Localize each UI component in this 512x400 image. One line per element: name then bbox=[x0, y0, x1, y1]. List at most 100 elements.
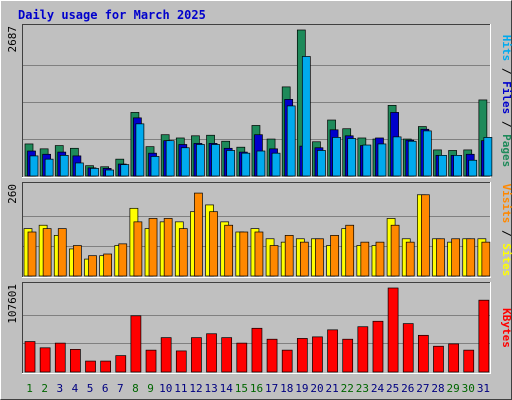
bar-sites-day-21 bbox=[330, 235, 339, 277]
bar-pages-day-4 bbox=[75, 162, 84, 177]
x-label-day-9: 9 bbox=[147, 382, 154, 395]
bar-pages-day-29 bbox=[453, 155, 462, 177]
legend-sites: Sites bbox=[500, 243, 512, 276]
x-label-day-27: 27 bbox=[416, 382, 429, 395]
bar-sites-day-5 bbox=[88, 255, 97, 277]
x-label-day-16: 16 bbox=[250, 382, 263, 395]
panel-visits-sites: 260 Visits / Sites bbox=[6, 182, 512, 278]
right-legend-label: KBytes bbox=[500, 308, 512, 348]
bar-pages-day-12 bbox=[196, 144, 205, 177]
bar-sites-day-27 bbox=[421, 194, 430, 277]
bar-kbytes-day-15 bbox=[236, 342, 248, 373]
series-sites bbox=[27, 192, 491, 277]
panel-border-shadow bbox=[22, 24, 491, 178]
bar-pages-day-30 bbox=[468, 159, 478, 177]
bar-kbytes-day-30 bbox=[463, 349, 475, 373]
x-label-day-13: 13 bbox=[204, 382, 217, 395]
bar-pages-day-18 bbox=[286, 105, 296, 177]
x-label-day-19: 19 bbox=[295, 382, 308, 395]
bar-kbytes-day-6 bbox=[100, 360, 112, 373]
bar-kbytes-day-20 bbox=[312, 336, 323, 373]
legend-separator: / bbox=[500, 114, 512, 134]
bar-kbytes-day-4 bbox=[70, 349, 81, 373]
bar-sites-day-11 bbox=[178, 228, 188, 277]
bar-pages-day-15 bbox=[241, 152, 251, 177]
bar-pages-day-19 bbox=[301, 56, 311, 177]
bar-kbytes-day-7 bbox=[115, 355, 127, 373]
bar-sites-day-6 bbox=[103, 253, 113, 277]
bar-sites-day-1 bbox=[27, 231, 37, 277]
bar-kbytes-day-19 bbox=[296, 338, 308, 373]
x-label-day-14: 14 bbox=[220, 382, 234, 395]
x-label-day-1: 1 bbox=[26, 382, 33, 395]
bar-kbytes-day-28 bbox=[433, 345, 444, 373]
legend-files: Files bbox=[500, 81, 512, 114]
legend-visits: Visits bbox=[500, 184, 512, 224]
series-kbytes bbox=[24, 287, 490, 373]
bar-sites-day-22 bbox=[345, 224, 355, 277]
bar-kbytes-day-18 bbox=[281, 349, 293, 373]
bar-pages-day-5 bbox=[90, 168, 99, 177]
bar-kbytes-day-31 bbox=[478, 299, 490, 373]
x-label-day-22: 22 bbox=[341, 382, 354, 395]
bar-kbytes-day-5 bbox=[85, 360, 96, 373]
bar-kbytes-day-27 bbox=[418, 334, 429, 373]
bar-kbytes-day-26 bbox=[402, 323, 414, 373]
bar-kbytes-day-24 bbox=[372, 320, 384, 373]
bar-kbytes-day-1 bbox=[24, 341, 36, 373]
x-label-day-7: 7 bbox=[117, 382, 124, 395]
bar-sites-day-9 bbox=[148, 218, 158, 277]
bar-pages-day-6 bbox=[105, 169, 115, 177]
bar-pages-day-21 bbox=[332, 137, 341, 177]
bar-sites-day-2 bbox=[42, 228, 52, 277]
x-label-day-23: 23 bbox=[356, 382, 369, 395]
x-label-day-2: 2 bbox=[41, 382, 48, 395]
bar-pages-day-14 bbox=[226, 150, 236, 177]
bar-pages-day-28 bbox=[438, 155, 447, 177]
bar-pages-day-16 bbox=[256, 150, 266, 177]
x-axis-labels: 1 2 3 4 5 6 7 8 9 10 11 12 13 14 15 16 17 18 19 20 21 22 23 24 2… bbox=[26, 382, 490, 395]
x-label-day-29: 29 bbox=[447, 382, 460, 395]
y-max-label: 107601 bbox=[6, 284, 19, 324]
bar-kbytes-day-22 bbox=[342, 338, 354, 373]
x-label-day-11: 11 bbox=[174, 382, 187, 395]
bar-kbytes-day-21 bbox=[327, 329, 338, 373]
legend-kbytes: KBytes bbox=[500, 308, 512, 348]
bar-pages-day-17 bbox=[271, 152, 281, 177]
right-legend-label: Visits / Sites bbox=[500, 184, 512, 277]
bar-pages-day-24 bbox=[377, 143, 387, 177]
bar-pages-day-20 bbox=[317, 150, 326, 177]
bar-pages-day-22 bbox=[347, 138, 357, 177]
x-label-day-12: 12 bbox=[189, 382, 202, 395]
legend-separator: / bbox=[500, 223, 512, 243]
bar-sites-day-8 bbox=[133, 221, 143, 277]
x-label-day-5: 5 bbox=[87, 382, 94, 395]
bar-pages-day-10 bbox=[165, 140, 175, 177]
legend-separator: / bbox=[500, 61, 512, 81]
bar-sites-day-24 bbox=[375, 241, 385, 277]
panel-border-highlight bbox=[22, 182, 491, 278]
bar-kbytes-day-11 bbox=[175, 350, 187, 373]
bar-sites-day-23 bbox=[360, 241, 370, 277]
bar-kbytes-day-13 bbox=[206, 333, 217, 373]
panel-hits-files-pages: 2687 Hits / Files / Pages bbox=[6, 24, 512, 178]
bar-kbytes-day-8 bbox=[130, 315, 142, 373]
bar-kbytes-day-23 bbox=[357, 326, 369, 373]
x-label-day-30: 30 bbox=[462, 382, 475, 395]
bar-kbytes-day-17 bbox=[266, 338, 278, 373]
x-label-day-31: 31 bbox=[477, 382, 490, 395]
bar-kbytes-day-2 bbox=[39, 347, 51, 373]
bar-kbytes-day-12 bbox=[191, 337, 202, 373]
bar-sites-day-30 bbox=[466, 238, 476, 277]
y-max-label: 260 bbox=[6, 184, 19, 204]
panel-border-highlight bbox=[22, 24, 491, 178]
panel-border-shadow bbox=[22, 282, 491, 374]
x-label-day-24: 24 bbox=[371, 382, 385, 395]
chart-panels: 2687 Hits / Files / Pages 260 Visits / Site… bbox=[6, 24, 512, 374]
bar-pages-day-11 bbox=[180, 147, 190, 177]
panel-border-shadow bbox=[22, 182, 491, 278]
bar-kbytes-day-29 bbox=[448, 343, 459, 373]
x-label-day-6: 6 bbox=[102, 382, 109, 395]
panel-kbytes: 107601 KBytes bbox=[6, 282, 512, 374]
bar-pages-day-25 bbox=[392, 136, 402, 177]
